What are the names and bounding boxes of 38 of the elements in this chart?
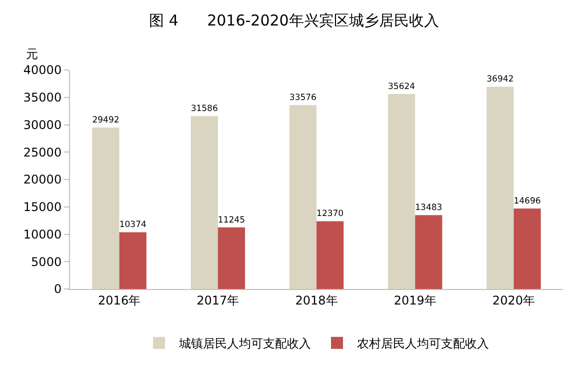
bar xyxy=(289,105,316,289)
bar xyxy=(388,94,416,289)
bar xyxy=(486,86,514,289)
data-label: 31586 xyxy=(190,104,218,114)
data-label: 35624 xyxy=(388,82,416,92)
bar xyxy=(218,227,246,289)
data-label: 14696 xyxy=(514,196,541,206)
bar xyxy=(119,232,146,289)
y-tick-label: 30000 xyxy=(23,118,62,132)
y-tick-label: 5000 xyxy=(31,254,62,269)
x-tick-label: 2018年 xyxy=(295,293,338,308)
y-tick-label: 35000 xyxy=(23,90,62,105)
data-label: 13483 xyxy=(415,203,442,214)
data-label: 11245 xyxy=(218,215,246,226)
x-tick-label: 2019年 xyxy=(394,293,436,308)
bar xyxy=(190,116,218,289)
data-label: 12370 xyxy=(316,209,344,220)
data-label: 33576 xyxy=(289,93,316,104)
y-axis-title: 元 xyxy=(26,47,38,61)
y-tick-label: 25000 xyxy=(23,145,62,160)
legend-label: 城镇居民人均可支配收入 xyxy=(178,336,311,351)
bar xyxy=(514,208,541,289)
bar xyxy=(415,215,442,289)
y-tick-label: 40000 xyxy=(23,63,62,78)
bar xyxy=(316,221,344,289)
y-tick-label: 20000 xyxy=(23,172,62,187)
x-tick-label: 2020年 xyxy=(492,293,535,308)
y-tick-label: 15000 xyxy=(23,200,62,214)
y-tick-label: 10000 xyxy=(23,227,62,242)
legend-label: 农村居民人均可支配收入 xyxy=(357,336,489,351)
bar xyxy=(92,128,120,289)
x-tick-label: 2016年 xyxy=(98,293,141,308)
data-label: 10374 xyxy=(119,220,146,230)
chart-title: 图 4 2016-2020年兴宾区城乡居民收入 xyxy=(149,11,439,30)
data-label: 29492 xyxy=(92,115,120,126)
data-label: 36942 xyxy=(486,74,514,85)
y-tick-label: 0 xyxy=(54,282,62,296)
x-tick-label: 2017年 xyxy=(196,293,240,308)
